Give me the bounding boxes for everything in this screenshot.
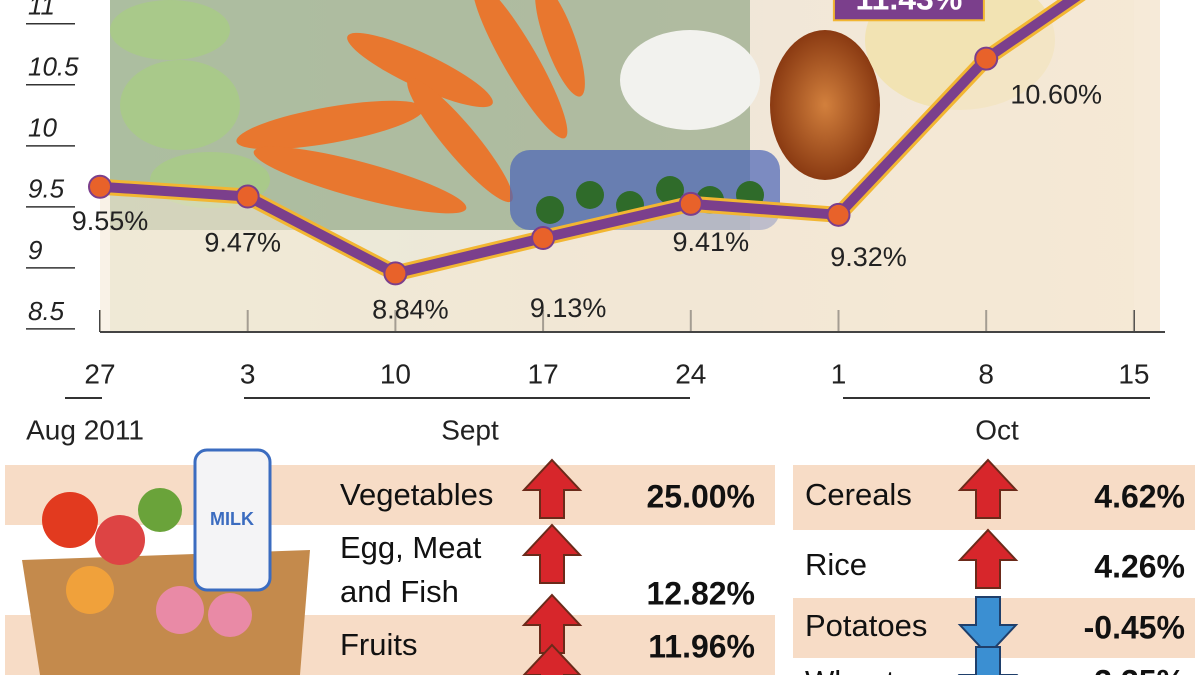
item-change: -3.35%: [1084, 663, 1185, 675]
x-tick-label: 3: [240, 358, 256, 389]
item-name: Vegetables: [340, 477, 493, 512]
point: [974, 46, 999, 71]
x-tick-label: 24: [675, 358, 706, 389]
value-label: 9.13%: [530, 293, 607, 323]
y-tick-label: 11: [28, 0, 55, 21]
value-label: 10.60%: [1010, 80, 1102, 110]
up-arrow: [521, 523, 583, 584]
item-change: 4.26%: [1094, 548, 1185, 584]
value-label: 9.32%: [830, 242, 907, 272]
x-tick-label: 1: [831, 358, 847, 389]
up-arrow: [521, 458, 583, 519]
item-name: Fruits: [340, 627, 418, 662]
point: [531, 226, 556, 251]
item-name: Cereals: [805, 477, 912, 512]
value-label: 9.41%: [673, 227, 750, 257]
value-label: 11.43%: [856, 0, 963, 17]
group-label: Sept: [441, 414, 499, 445]
value-label: 8.84%: [372, 295, 449, 325]
x-tick-label: 10: [380, 358, 411, 389]
icon-text: MILK: [210, 509, 254, 529]
down-arrow: [957, 646, 1019, 675]
series: 9.55% 9.47% 8.84% 9.13% 9.41% 9.32% 10.60% 11.4…: [72, 0, 1134, 332]
item-name: Potatoes: [805, 608, 927, 643]
x-tick-label: 8: [978, 358, 994, 389]
item-change: 12.82%: [646, 575, 755, 611]
row-band: [5, 465, 775, 525]
point: [826, 202, 851, 227]
x-tick-label: 15: [1118, 358, 1149, 389]
point: [678, 191, 703, 216]
item-change: 11.96%: [648, 628, 755, 664]
value-label-box: [832, 0, 985, 22]
line: [99, 0, 1081, 279]
value-label: 9.55%: [72, 206, 149, 236]
group-label: Aug 2011: [26, 414, 144, 445]
down-arrow: [957, 596, 1019, 657]
y-tick-label: 9: [28, 235, 42, 265]
x-tick-label: 27: [84, 358, 115, 389]
item-change: 25.00%: [646, 478, 755, 514]
y-tick-label: 10.5: [28, 52, 79, 82]
y-tick-label: 8.5: [28, 296, 65, 326]
value-label: 9.47%: [204, 228, 281, 258]
y-tick-label: 10: [28, 113, 57, 143]
item-change: 4.62%: [1094, 478, 1185, 514]
item-name: Egg, Meat: [340, 530, 482, 565]
grocery-bag-icon: MILK: [22, 448, 310, 675]
point: [88, 174, 112, 199]
x-tick-label: 17: [528, 358, 559, 389]
y-tick-label: 9.5: [28, 174, 65, 204]
arrows: [521, 458, 1019, 675]
point: [383, 261, 408, 286]
group-label: Oct: [975, 414, 1019, 445]
up-arrow: [522, 643, 582, 675]
item-name: Wheat: [805, 664, 895, 675]
table: MILK Vegetables 25.00% Egg, Meat and Fis…: [5, 448, 1195, 675]
item-name: Rice: [805, 547, 867, 582]
up-arrow: [957, 528, 1019, 589]
point: [235, 184, 260, 209]
item-name: and Fish: [340, 574, 459, 609]
area-fill: [100, 0, 1134, 332]
item-change: -0.45%: [1084, 609, 1185, 645]
up-arrow: [957, 458, 1019, 519]
